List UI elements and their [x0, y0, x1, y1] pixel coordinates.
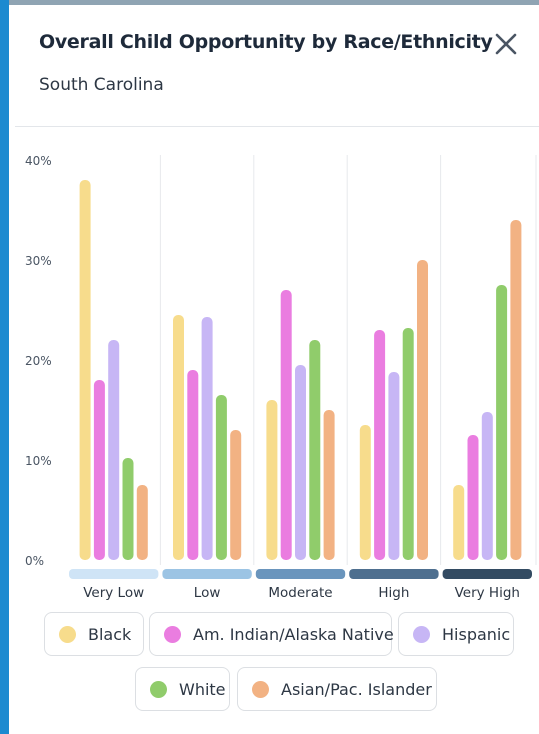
legend-item[interactable]: Black [44, 612, 144, 656]
category-band [442, 569, 532, 579]
x-tick-label: High [378, 585, 409, 601]
window-left-edge [0, 0, 9, 734]
legend-label: Am. Indian/Alaska Native [193, 624, 394, 644]
bar [496, 285, 508, 560]
x-tick-label: Low [194, 585, 221, 601]
bar [323, 410, 335, 560]
bar [266, 400, 278, 560]
category-band [162, 569, 252, 579]
y-tick-label: 20% [25, 354, 52, 368]
category-band [255, 569, 346, 579]
legend-item[interactable]: White [135, 667, 230, 711]
bar [201, 317, 213, 560]
bar [467, 435, 479, 560]
legend-item[interactable]: Am. Indian/Alaska Native [149, 612, 394, 656]
y-tick-label: 40% [25, 154, 52, 168]
bar [173, 315, 184, 560]
bar [402, 328, 414, 560]
legend-label: Asian/Pac. Islander [281, 679, 432, 699]
bar [230, 430, 242, 560]
x-tick-label: Moderate [268, 585, 332, 601]
bar [108, 340, 120, 560]
legend-swatch [59, 625, 76, 643]
x-tick-label: Very Low [83, 585, 144, 601]
bar [374, 330, 386, 560]
bar [453, 485, 465, 560]
close-icon[interactable] [489, 27, 523, 61]
legend-swatch [150, 680, 167, 698]
chart-card: Overall Child Opportunity by Race/Ethnic… [9, 5, 539, 734]
bar [359, 425, 371, 560]
bar [93, 380, 105, 560]
legend-item[interactable]: Hispanic [398, 612, 514, 656]
bar [187, 370, 199, 560]
bar [309, 340, 321, 560]
y-tick-label: 30% [25, 254, 52, 268]
legend-swatch [164, 625, 181, 643]
bar [481, 412, 493, 560]
window-top-edge [0, 0, 539, 5]
legend-label: Hispanic [442, 624, 511, 644]
legend-swatch [252, 680, 269, 698]
legend-swatch [413, 625, 430, 643]
legend-label: Black [88, 624, 132, 644]
bar [510, 220, 522, 560]
bar [388, 372, 400, 560]
chart-title: Overall Child Opportunity by Race/Ethnic… [39, 31, 493, 53]
category-band [69, 569, 159, 579]
bar [122, 458, 134, 560]
bar [136, 485, 148, 560]
legend-item[interactable]: Asian/Pac. Islander [237, 667, 437, 711]
bar [79, 180, 91, 560]
bar [417, 260, 428, 560]
bar [280, 290, 292, 560]
y-tick-label: 0% [25, 554, 44, 568]
bar [215, 395, 227, 560]
y-tick-label: 10% [25, 454, 52, 468]
chart-subtitle: South Carolina [39, 75, 164, 95]
category-band [349, 569, 439, 579]
bar [295, 365, 306, 560]
x-tick-label: Very High [455, 585, 520, 601]
legend-label: White [179, 679, 226, 699]
header-divider [15, 126, 539, 127]
bar-chart: 0% 10% 20% 30% 40% Very Low Low Moderate High Ver… [25, 154, 537, 601]
